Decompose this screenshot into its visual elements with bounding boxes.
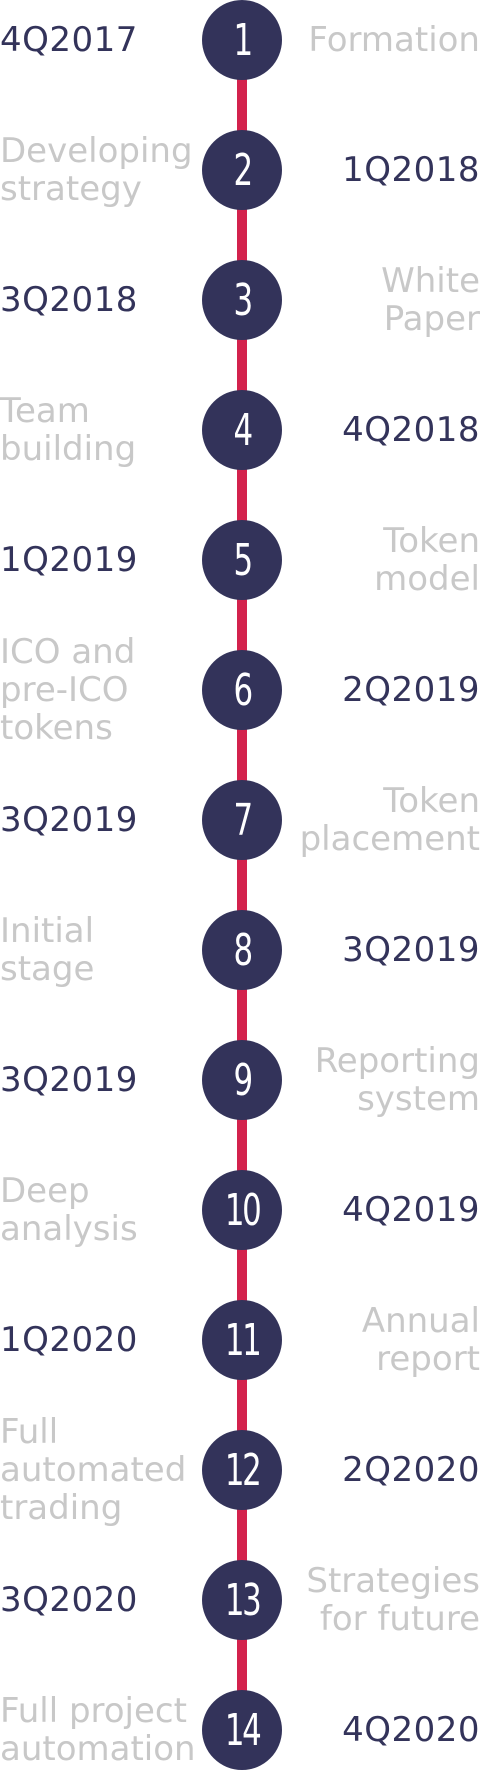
- milestone-date: 1Q2020: [0, 1320, 138, 1360]
- milestone-title: ICO and pre-ICO tokens: [0, 632, 136, 748]
- milestone-date-block: 3Q2018: [0, 281, 190, 319]
- milestone-number: 10: [224, 1184, 262, 1236]
- milestone-date: 2Q2019: [342, 670, 480, 710]
- milestone-date: 4Q2017: [0, 20, 138, 60]
- milestone-date: 3Q2020: [0, 1580, 138, 1620]
- milestone-date: 3Q2019: [0, 1060, 138, 1100]
- milestone-title-block: White Paper: [290, 262, 480, 338]
- milestone-number: 2: [233, 144, 253, 196]
- milestone-title-block: Token placement: [290, 782, 480, 858]
- milestone-number: 3: [233, 274, 253, 326]
- milestone-date-block: 3Q2019: [290, 931, 480, 969]
- milestone-number-badge: 14: [202, 1690, 282, 1770]
- milestone-number: 11: [224, 1314, 262, 1366]
- milestone-number: 1: [233, 14, 253, 66]
- milestone-title-block: Full project automation: [0, 1691, 196, 1769]
- milestone-number-badge: 8: [202, 910, 282, 990]
- milestone-date-block: 4Q2018: [290, 411, 480, 449]
- milestone-title: Annual report: [361, 1301, 480, 1379]
- milestone-title: Developing strategy: [0, 131, 193, 209]
- milestone-date-block: 3Q2019: [0, 801, 190, 839]
- milestone-title-block: Formation: [290, 21, 480, 59]
- milestone-number-badge: 12: [202, 1430, 282, 1510]
- milestone-title-block: Reporting system: [290, 1042, 480, 1118]
- milestone-number-badge: 1: [202, 0, 282, 80]
- milestone-number: 6: [233, 664, 253, 716]
- milestone-title: Token placement: [299, 781, 480, 859]
- milestone-number: 13: [224, 1574, 262, 1626]
- milestone-title: Team building: [0, 391, 137, 469]
- milestone-title: Reporting system: [314, 1041, 480, 1119]
- milestone-number-badge: 11: [202, 1300, 282, 1380]
- milestone-date: 3Q2018: [0, 280, 138, 320]
- milestone-date: 3Q2019: [342, 930, 480, 970]
- milestone-number: 5: [233, 534, 253, 586]
- milestone-number-badge: 13: [202, 1560, 282, 1640]
- milestone-number-badge: 9: [202, 1040, 282, 1120]
- milestone-title: Full project automation: [0, 1691, 196, 1769]
- milestone-number-badge: 3: [202, 260, 282, 340]
- milestone-date: 1Q2018: [342, 150, 480, 190]
- milestone-title-block: Token model: [290, 522, 480, 598]
- milestone-number: 4: [233, 404, 253, 456]
- milestone-number-badge: 10: [202, 1170, 282, 1250]
- milestone-date-block: 1Q2019: [0, 541, 190, 579]
- milestone-number: 12: [224, 1444, 262, 1496]
- milestone-title: Token model: [374, 521, 480, 599]
- milestone-number-badge: 5: [202, 520, 282, 600]
- milestone-title: Deep analysis: [0, 1171, 138, 1249]
- timeline-spine: [237, 40, 247, 1730]
- milestone-date-block: 1Q2018: [290, 151, 480, 189]
- milestone-title-block: Strategies for future: [290, 1562, 480, 1638]
- milestone-title-block: Full automated trading: [0, 1413, 190, 1527]
- milestone-title: Strategies for future: [306, 1561, 480, 1639]
- milestone-number: 8: [233, 924, 253, 976]
- milestone-title-block: ICO and pre-ICO tokens: [0, 633, 190, 747]
- milestone-date: 4Q2018: [342, 410, 480, 450]
- milestone-date: 4Q2019: [342, 1190, 480, 1230]
- milestone-date-block: 2Q2019: [290, 671, 480, 709]
- milestone-date-block: 3Q2019: [0, 1061, 190, 1099]
- milestone-title: Formation: [308, 20, 480, 60]
- milestone-date: 3Q2019: [0, 800, 138, 840]
- milestone-number-badge: 4: [202, 390, 282, 470]
- milestone-number: 14: [224, 1704, 262, 1756]
- milestone-date-block: 3Q2020: [0, 1581, 190, 1619]
- milestone-number-badge: 7: [202, 780, 282, 860]
- milestone-date: 4Q2020: [342, 1710, 480, 1750]
- milestone-title-block: Annual report: [290, 1302, 480, 1378]
- milestone-number: 7: [233, 794, 253, 846]
- milestone-title: Initial stage: [0, 911, 95, 989]
- milestone-number-badge: 2: [202, 130, 282, 210]
- milestone-date-block: 1Q2020: [0, 1321, 190, 1359]
- milestone-number: 9: [233, 1054, 253, 1106]
- milestone-title: White Paper: [381, 261, 480, 339]
- milestone-date-block: 4Q2019: [290, 1191, 480, 1229]
- milestone-title-block: Deep analysis: [0, 1172, 190, 1248]
- milestone-date: 2Q2020: [342, 1450, 480, 1490]
- milestone-date-block: 4Q2017: [0, 21, 190, 59]
- milestone-title-block: Team building: [0, 392, 190, 468]
- milestone-title: Full automated trading: [0, 1412, 187, 1528]
- milestone-title-block: Initial stage: [0, 912, 190, 988]
- milestone-date-block: 2Q2020: [290, 1451, 480, 1489]
- milestone-title-block: Developing strategy: [0, 131, 193, 209]
- milestone-date-block: 4Q2020: [290, 1711, 480, 1749]
- milestone-number-badge: 6: [202, 650, 282, 730]
- milestone-date: 1Q2019: [0, 540, 138, 580]
